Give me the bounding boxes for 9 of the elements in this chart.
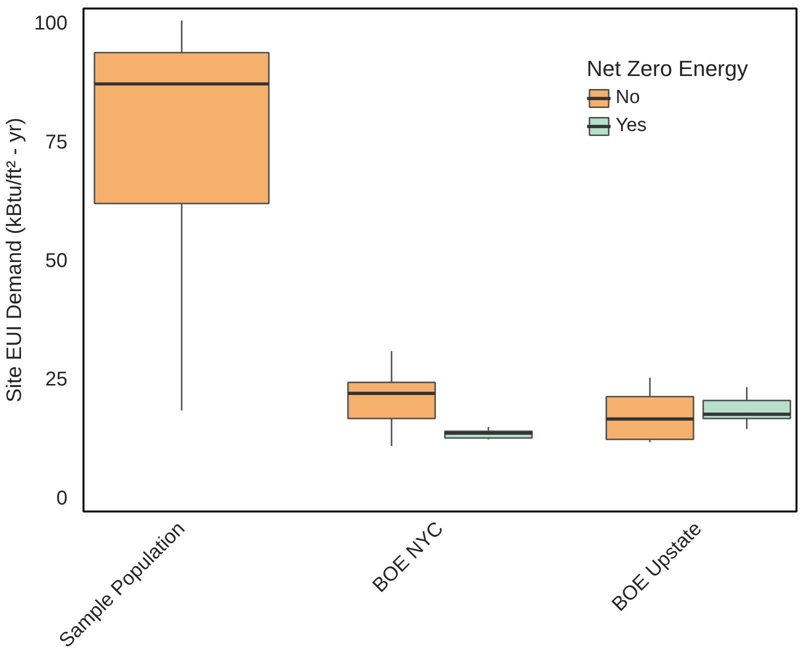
y-tick-label: 25 [45, 368, 68, 391]
y-tick-label: 50 [45, 250, 68, 272]
y-tick-label: 75 [45, 131, 68, 154]
y-axis-title: Site EUI Demand (kBtu/ft² - yr) [3, 118, 26, 402]
legend-title: Net Zero Energy [586, 56, 748, 82]
y-tick-label: 100 [34, 12, 68, 35]
legend-label: Yes [616, 115, 647, 137]
legend-label: No [616, 87, 640, 109]
y-tick-label: 0 [56, 487, 68, 510]
